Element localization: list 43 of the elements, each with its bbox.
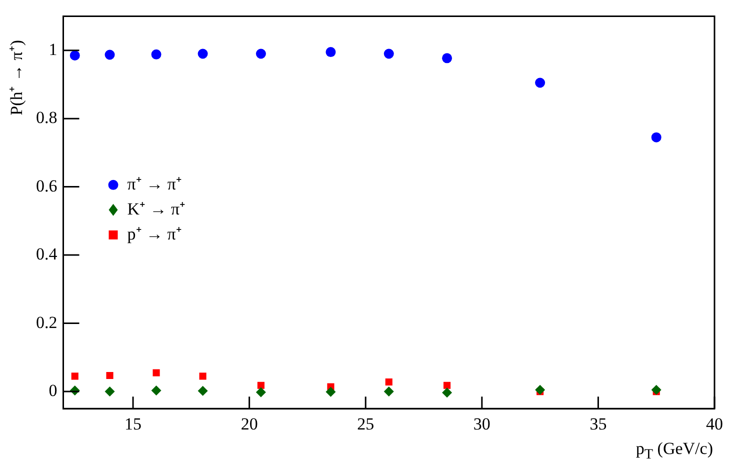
x-tick-label: 25 bbox=[357, 414, 374, 434]
legend-label: p⁺ → π⁺ bbox=[127, 224, 182, 244]
point bbox=[442, 53, 452, 64]
point bbox=[256, 48, 266, 59]
x-axis-title: p$_{T}$ (GeV/c) bbox=[636, 438, 713, 463]
point bbox=[535, 384, 546, 395]
point bbox=[442, 388, 452, 398]
y-tick-label: 0.2 bbox=[36, 312, 58, 332]
x-tick-label: 20 bbox=[240, 414, 258, 434]
point bbox=[651, 132, 662, 142]
point bbox=[199, 372, 206, 380]
legend-label: π⁺ → π⁺ bbox=[127, 174, 182, 194]
point bbox=[70, 50, 80, 60]
y-tick-label: 0.6 bbox=[36, 176, 58, 196]
x-tick-label: 30 bbox=[473, 414, 490, 434]
point bbox=[198, 386, 208, 396]
x-tick-label: 40 bbox=[706, 414, 723, 434]
point bbox=[198, 48, 208, 59]
point bbox=[535, 78, 546, 88]
point bbox=[71, 372, 78, 380]
point bbox=[326, 47, 336, 58]
point bbox=[151, 386, 162, 396]
point bbox=[151, 49, 162, 60]
x-tick-label: 15 bbox=[124, 414, 142, 434]
point bbox=[651, 384, 662, 395]
point bbox=[104, 50, 115, 60]
y-tick-label: 1 bbox=[48, 40, 58, 59]
point bbox=[326, 386, 336, 397]
point bbox=[257, 382, 264, 389]
legend-label: K⁺ → π⁺ bbox=[127, 199, 186, 218]
point bbox=[443, 382, 451, 389]
point bbox=[104, 386, 115, 397]
point bbox=[256, 387, 266, 398]
point bbox=[152, 369, 160, 376]
point bbox=[384, 386, 394, 397]
y-tick-label: 0.4 bbox=[36, 244, 58, 264]
point bbox=[384, 48, 394, 59]
point bbox=[385, 378, 392, 386]
x-tick-label: 35 bbox=[590, 414, 607, 434]
point bbox=[106, 372, 114, 380]
y-tick-label: 0 bbox=[48, 381, 58, 400]
y-tick-label: 0.8 bbox=[36, 108, 58, 128]
y-axis-title: P(h⁺ → π⁺) bbox=[6, 40, 27, 118]
